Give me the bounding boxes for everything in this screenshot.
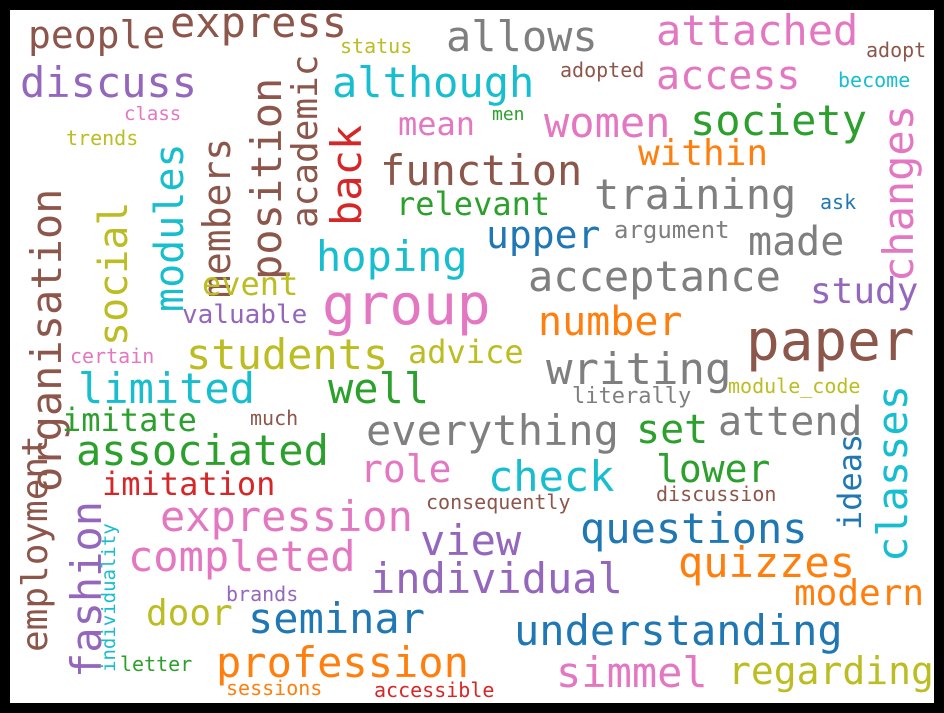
word: door xyxy=(146,593,233,634)
word: brands xyxy=(226,582,299,606)
word: changes xyxy=(874,104,923,282)
word: certain xyxy=(70,344,155,368)
word: accessible xyxy=(374,678,495,702)
word: much xyxy=(250,406,299,430)
word: regarding xyxy=(728,649,934,693)
word: relevant xyxy=(396,185,551,223)
word: number xyxy=(538,299,683,345)
word: adopted xyxy=(560,58,645,82)
word: people xyxy=(28,13,166,57)
word: training xyxy=(594,170,797,219)
word: set xyxy=(636,407,709,453)
word: literally xyxy=(572,384,692,409)
word: completed xyxy=(128,532,356,581)
word: ask xyxy=(820,190,857,214)
word: group xyxy=(322,273,491,338)
word: individuality xyxy=(98,523,120,672)
word: attend xyxy=(718,399,863,445)
word: acceptance xyxy=(528,252,781,301)
word: ideas xyxy=(831,433,869,530)
word: letter xyxy=(120,652,193,676)
word: writing xyxy=(546,344,732,395)
word: back xyxy=(322,124,371,226)
word: status xyxy=(340,34,413,58)
word: hoping xyxy=(316,232,468,281)
word: although xyxy=(332,58,535,107)
word: imitation xyxy=(102,465,276,503)
word: check xyxy=(488,452,615,501)
word: valuable xyxy=(182,300,308,330)
word: social xyxy=(91,201,137,347)
word: expression xyxy=(160,492,413,541)
word: quizzes xyxy=(678,538,856,587)
word: advice xyxy=(408,333,524,371)
word: seminar xyxy=(248,594,426,643)
word: imitate xyxy=(62,401,197,439)
word: lower xyxy=(656,447,771,491)
word: upper xyxy=(486,213,601,257)
word: consequently xyxy=(426,490,571,514)
word: role xyxy=(360,447,452,491)
word: position xyxy=(242,77,291,280)
word: function xyxy=(380,146,583,195)
word: questions xyxy=(580,504,808,553)
word: sessions xyxy=(226,676,323,700)
word: allows xyxy=(446,12,598,61)
word: academic xyxy=(285,54,326,228)
word: class xyxy=(124,103,182,125)
word: become xyxy=(838,68,911,92)
word: society xyxy=(690,96,868,145)
word: view xyxy=(420,516,522,565)
word: argument xyxy=(614,216,730,244)
word: module_code xyxy=(728,374,861,398)
word: profession xyxy=(216,638,469,687)
word: men xyxy=(492,104,525,125)
word: everything xyxy=(366,406,619,455)
word: adopt xyxy=(866,38,927,62)
word: attached xyxy=(656,10,859,55)
word: made xyxy=(748,219,845,265)
word-cloud: people express status allows attached ad… xyxy=(10,10,934,703)
word: employment xyxy=(15,435,56,652)
word: individual xyxy=(370,554,623,603)
word: modern xyxy=(794,573,925,614)
word: limited xyxy=(78,364,256,413)
word: discuss xyxy=(20,58,198,107)
word: event xyxy=(202,265,299,303)
word: classes xyxy=(868,384,917,562)
word: access xyxy=(656,53,801,99)
word: paper xyxy=(746,309,915,374)
word: mean xyxy=(398,105,476,143)
word: understanding xyxy=(514,606,843,655)
word: study xyxy=(810,271,919,312)
word: women xyxy=(544,98,671,147)
word: associated xyxy=(76,426,329,475)
word: modules xyxy=(147,143,193,312)
word: simmel xyxy=(556,648,708,697)
word: students xyxy=(186,330,389,379)
word: discussion xyxy=(656,482,777,506)
word: trends xyxy=(66,126,139,150)
word: well xyxy=(328,364,430,413)
word: express xyxy=(170,10,348,47)
word: within xyxy=(638,133,769,174)
